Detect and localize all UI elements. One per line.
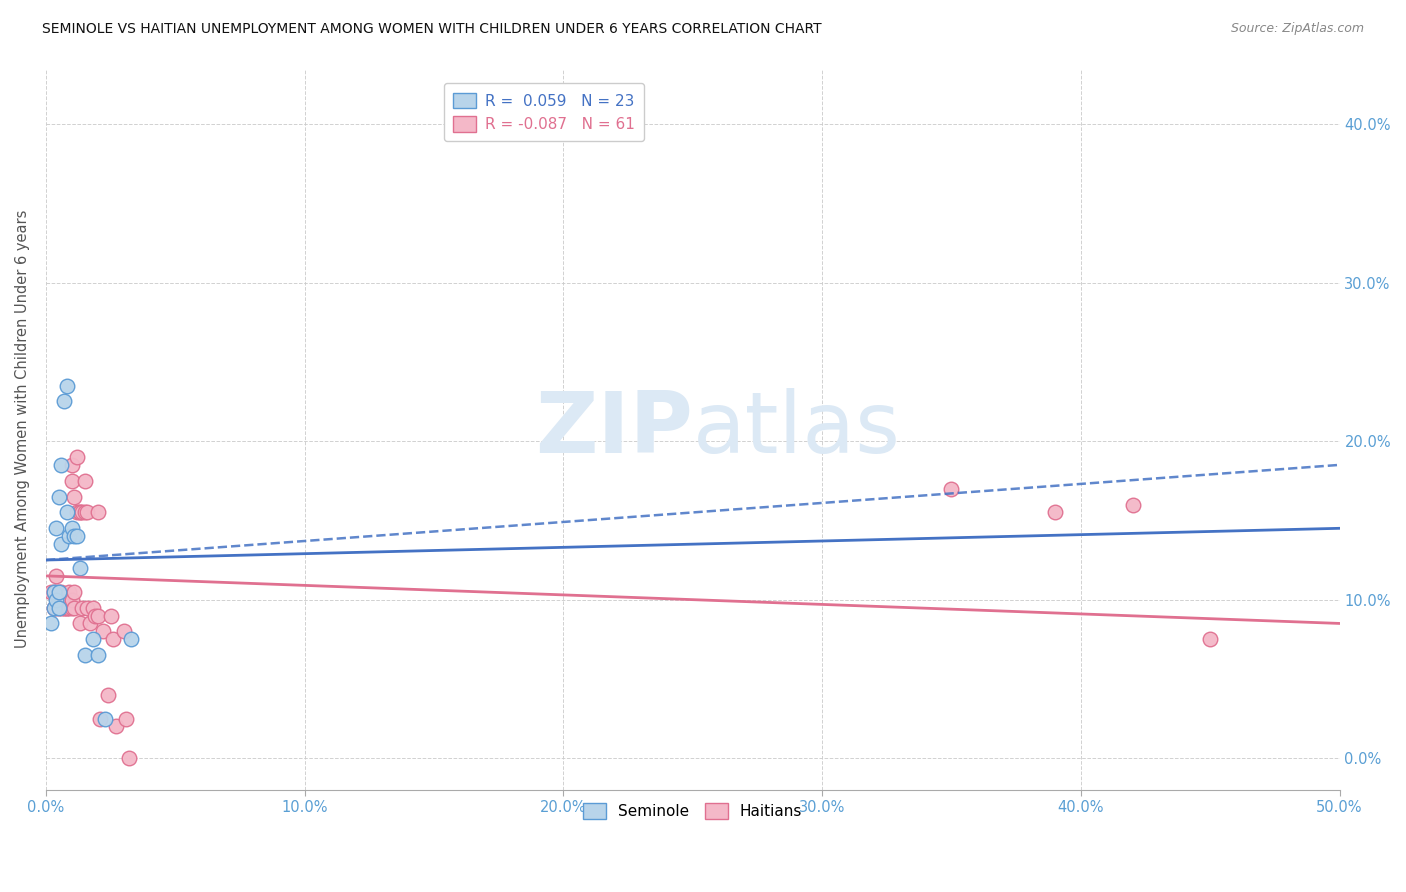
Point: [60, 474, 83, 488]
Point: [55, 600, 77, 615]
Point: [48, 490, 70, 504]
Point: [42, 584, 65, 599]
Text: SEMINOLE VS HAITIAN UNEMPLOYMENT AMONG WOMEN WITH CHILDREN UNDER 6 YEARS CORRELA: SEMINOLE VS HAITIAN UNEMPLOYMENT AMONG W…: [42, 22, 821, 37]
Y-axis label: Unemployment Among Women with Children Under 6 years: Unemployment Among Women with Children U…: [15, 210, 30, 648]
Point: [86, 608, 108, 623]
Point: [53, 600, 76, 615]
Point: [91, 624, 114, 639]
Point: [73, 648, 96, 662]
Text: Source: ZipAtlas.com: Source: ZipAtlas.com: [1230, 22, 1364, 36]
Point: [53, 592, 76, 607]
Point: [1122, 498, 1144, 512]
Point: [69, 561, 91, 575]
Text: ZIP: ZIP: [536, 388, 693, 471]
Point: [63, 600, 86, 615]
Point: [51, 537, 73, 551]
Point: [1199, 632, 1222, 647]
Point: [45, 592, 67, 607]
Point: [97, 688, 120, 702]
Point: [63, 490, 86, 504]
Point: [103, 632, 125, 647]
Point: [73, 505, 96, 519]
Point: [51, 458, 73, 472]
Point: [84, 608, 107, 623]
Point: [94, 712, 117, 726]
Point: [63, 584, 86, 599]
Point: [76, 505, 98, 519]
Point: [118, 751, 141, 765]
Point: [1043, 505, 1066, 519]
Point: [55, 378, 77, 392]
Point: [45, 521, 67, 535]
Point: [79, 616, 101, 631]
Point: [53, 600, 76, 615]
Point: [73, 474, 96, 488]
Point: [60, 458, 83, 472]
Point: [58, 529, 80, 543]
Point: [51, 592, 73, 607]
Point: [76, 600, 98, 615]
Point: [89, 712, 111, 726]
Point: [58, 584, 80, 599]
Point: [86, 648, 108, 662]
Point: [82, 600, 104, 615]
Point: [45, 584, 67, 599]
Point: [58, 600, 80, 615]
Point: [60, 592, 83, 607]
Point: [42, 584, 65, 599]
Point: [66, 529, 89, 543]
Point: [104, 719, 127, 733]
Point: [45, 569, 67, 583]
Point: [70, 505, 93, 519]
Point: [941, 482, 963, 496]
Point: [63, 529, 86, 543]
Point: [69, 505, 91, 519]
Point: [82, 632, 104, 647]
Point: [48, 592, 70, 607]
Point: [60, 600, 83, 615]
Point: [45, 600, 67, 615]
Point: [48, 584, 70, 599]
Point: [55, 505, 77, 519]
Text: atlas: atlas: [693, 388, 901, 471]
Point: [69, 616, 91, 631]
Point: [51, 600, 73, 615]
Point: [39, 616, 62, 631]
Point: [115, 712, 138, 726]
Point: [100, 608, 122, 623]
Point: [112, 624, 135, 639]
Point: [48, 592, 70, 607]
Point: [66, 450, 89, 464]
Legend: Seminole, Haitians: Seminole, Haitians: [576, 797, 808, 826]
Point: [42, 600, 65, 615]
Point: [53, 394, 76, 409]
Point: [70, 600, 93, 615]
Point: [39, 584, 62, 599]
Point: [58, 592, 80, 607]
Point: [60, 521, 83, 535]
Point: [48, 600, 70, 615]
Point: [53, 592, 76, 607]
Point: [42, 600, 65, 615]
Point: [48, 584, 70, 599]
Point: [55, 592, 77, 607]
Point: [51, 584, 73, 599]
Point: [69, 505, 91, 519]
Point: [86, 505, 108, 519]
Point: [48, 600, 70, 615]
Point: [55, 600, 77, 615]
Point: [120, 632, 142, 647]
Point: [55, 592, 77, 607]
Point: [66, 505, 89, 519]
Point: [53, 592, 76, 607]
